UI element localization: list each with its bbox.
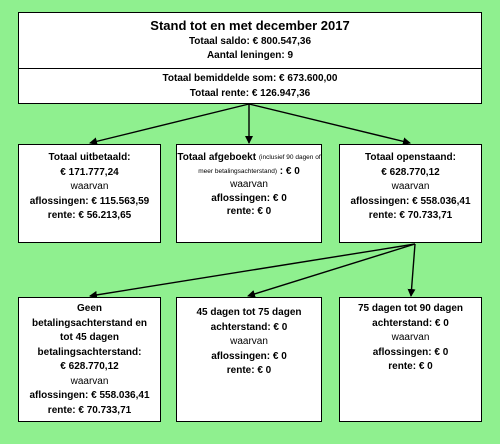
summary-header-box: Stand tot en met december 2017 Totaal sa…	[18, 12, 482, 69]
afgeboekt-title: Totaal afgeboekt	[177, 152, 257, 163]
total-bemiddeld: Totaal bemiddelde som: € 673.600,00	[162, 73, 338, 84]
arrow-to-openstaand	[248, 103, 411, 146]
geen-title: Geen betalingsachterstand en tot 45 dage…	[31, 303, 148, 358]
arrow-to-uitbetaald	[89, 103, 250, 146]
afgeboekt-note: (inclusief 90 dagen of meer betalingsach…	[198, 154, 321, 175]
d45-waarvan: waarvan	[230, 336, 268, 347]
achterstand-75-90-box: 75 dagen tot 90 dagen achterstand: € 0 w…	[339, 297, 482, 422]
afgeboekt-aflossingen: aflossingen: € 0	[211, 192, 287, 204]
openstaand-aflossingen: aflossingen: € 558.036,41	[350, 195, 471, 207]
openstaand-box: Totaal openstaand: € 628.770,12 waarvan …	[339, 144, 482, 243]
uitbetaald-waarvan: waarvan	[70, 181, 109, 192]
header-title: Stand tot en met december 2017	[150, 18, 350, 33]
afgeboekt-box: Totaal afgeboekt (inclusief 90 dagen of …	[176, 144, 322, 243]
afgeboekt-amount: : € 0	[279, 165, 300, 177]
total-rente: Totaal rente: € 126.947,36	[189, 87, 311, 99]
openstaand-amount: € 628.770,12	[381, 166, 440, 178]
geen-waarvan: waarvan	[70, 375, 109, 387]
geen-rente: rente: € 70.733,71	[47, 404, 132, 416]
d75-amount: achterstand: € 0	[372, 317, 449, 329]
aantal-leningen: Aantal leningen: 9	[206, 50, 294, 62]
geen-amount: € 628.770,12	[60, 361, 119, 372]
d45-aflossingen: aflossingen: € 0	[211, 350, 287, 362]
openstaand-waarvan: waarvan	[391, 181, 430, 192]
geen-achterstand-box: Geen betalingsachterstand en tot 45 dage…	[18, 297, 161, 422]
achterstand-45-75-box: 45 dagen tot 75 dagen achterstand: € 0 w…	[176, 297, 322, 422]
total-saldo: Totaal saldo: € 800.547,36	[188, 35, 312, 47]
d75-waarvan: waarvan	[391, 332, 430, 343]
arrow-to-d45	[247, 243, 416, 298]
totals-box: Totaal bemiddelde som: € 673.600,00 Tota…	[18, 68, 482, 104]
d75-aflossingen: aflossingen: € 0	[372, 346, 449, 358]
uitbetaald-box: Totaal uitbetaald: € 171.777,24 waarvan …	[18, 144, 161, 243]
d75-rente: rente: € 0	[388, 361, 433, 372]
arrow-to-geen	[89, 243, 416, 299]
geen-aflossingen: aflossingen: € 558.036,41	[29, 390, 150, 401]
d45-title: 45 dagen tot 75 dagen	[196, 307, 302, 318]
openstaand-title: Totaal openstaand:	[365, 152, 456, 163]
uitbetaald-title: Totaal uitbetaald:	[48, 152, 131, 163]
d75-title: 75 dagen tot 90 dagen	[357, 303, 464, 314]
afgeboekt-rente: rente: € 0	[226, 206, 272, 217]
openstaand-rente: rente: € 70.733,71	[368, 210, 453, 221]
uitbetaald-aflossingen: aflossingen: € 115.563,59	[29, 195, 150, 207]
afgeboekt-waarvan: waarvan	[230, 179, 268, 190]
uitbetaald-amount: € 171.777,24	[60, 166, 119, 178]
d45-rente: rente: € 0	[226, 365, 272, 376]
uitbetaald-rente: rente: € 56.213,65	[47, 210, 132, 221]
d45-amount: achterstand: € 0	[210, 321, 288, 333]
arrow-to-d75	[407, 243, 416, 297]
